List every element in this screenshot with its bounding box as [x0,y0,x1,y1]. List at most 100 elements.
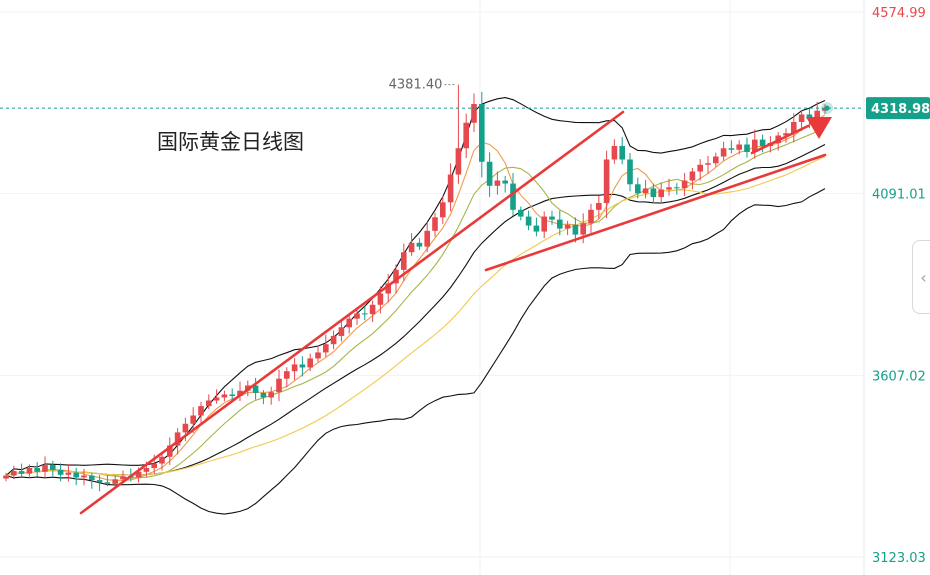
candle-body [486,161,493,186]
trend-arrow-shaft [750,124,810,155]
candle-body [174,432,181,446]
candle-body [689,171,696,181]
candle-body [455,148,462,175]
candle-body [260,392,267,398]
candle-body [229,394,235,396]
candle-body [81,475,87,478]
candle-body [720,148,727,157]
candle-body [533,225,540,232]
candle-body [564,224,571,229]
candle-body [120,476,126,480]
candlestick-series [3,84,828,492]
candle-body [650,188,657,198]
candle-body [377,293,384,305]
candle-body [206,400,212,407]
y-tick-label: 4091.01 [872,188,926,203]
ma-fast-line [5,114,826,481]
candle-body [416,242,423,247]
y-tick-label: 3123.03 [872,551,926,566]
candle-body [57,469,64,475]
candle-body [276,378,282,393]
candle-body [463,122,469,149]
candle-body [198,406,204,416]
candle-body [299,364,306,368]
candle-body [705,163,711,165]
bollinger-upper-line [5,97,826,477]
candle-body [307,358,313,368]
candle-body [541,216,547,232]
candle-body [151,463,157,469]
candle-body [26,468,33,474]
candle-body [330,335,337,345]
candle-body [596,203,602,210]
y-tick-label: 4574.99 [872,6,926,21]
candle-body [190,415,196,424]
candle-body [814,110,820,119]
moving-averages [5,114,826,481]
candle-body [674,187,680,189]
candle-body [658,189,664,198]
candle-body [65,472,72,475]
candle-body [635,184,641,194]
candle-body [143,468,150,472]
candle-body [323,344,329,353]
candle-body [182,423,189,433]
candle-body [393,269,399,284]
candle-body [588,209,594,224]
candle-body [432,217,438,231]
candle-body [3,475,9,479]
candle-body [502,180,508,184]
candle-body [713,156,719,164]
price-axis: 4574.99 4091.01 3607.02 3123.03 [872,6,926,566]
candle-body [783,133,789,136]
last-price-dot [824,105,830,111]
candle-body [580,223,586,235]
trend-line-primary [79,110,625,515]
candle-body [362,313,368,315]
candle-body [338,327,345,336]
candle-body [268,392,274,398]
trend-arrow-head [806,117,832,139]
candle-body [479,103,485,162]
peak-annotation: 4381.40 [389,78,457,93]
candle-body [525,216,532,226]
candle-body [619,145,625,160]
candle-body [96,480,103,483]
candle-body [315,352,321,359]
candle-body [34,468,40,472]
candle-body [135,471,142,478]
side-panel-toggle[interactable]: ‹ [912,240,930,314]
bollinger-bands [5,97,826,515]
candle-body [728,148,735,150]
candle-body [401,252,407,270]
y-tick-label: 3607.02 [872,369,926,384]
ma-mid-line [5,126,826,479]
candle-body [159,456,165,464]
candle-body [611,145,618,160]
ma-slow-line [5,156,826,477]
candle-body [424,230,430,247]
peak-label: 4381.40 [389,78,443,93]
candle-body [167,445,173,457]
candle-body [42,465,48,472]
candle-body [18,471,25,474]
candle-body [89,475,95,481]
candle-body [346,318,352,328]
candle-body [221,394,228,398]
candle-body [791,121,797,134]
candle-body [642,188,649,194]
bollinger-middle-line [5,144,826,477]
candle-body [798,114,805,122]
candle-body [627,159,633,185]
candle-body [73,472,79,478]
last-price-marker: 4318.98 [0,97,930,120]
candle-body [572,224,579,235]
candle-body [112,479,118,484]
candle-body [666,187,672,190]
candle-body [510,183,516,210]
candle-body [213,397,220,401]
candle-body [440,202,446,218]
candle-body [447,174,454,203]
chevron-left-icon: ‹ [920,267,927,287]
